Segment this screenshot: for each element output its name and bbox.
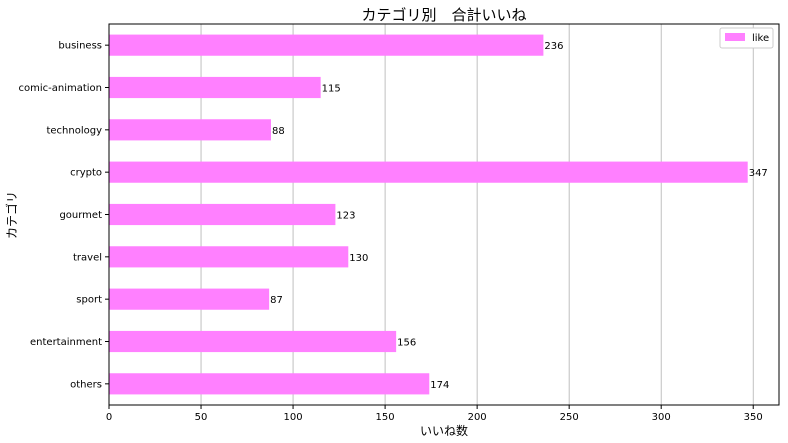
- y-axis-ticks: business comic-animation technology crypto g…: [18, 41, 109, 390]
- bar-crypto: [109, 161, 748, 183]
- y-tick-label-crypto: crypto: [70, 168, 102, 179]
- y-tick-label-business: business: [58, 41, 102, 52]
- bar-comic-animation: [109, 76, 321, 99]
- x-tick-label-2: 100: [284, 412, 303, 423]
- legend-swatch: [725, 33, 745, 41]
- data-label-crypto: 347: [749, 168, 768, 179]
- x-tick-label-5: 250: [560, 412, 579, 423]
- x-tick-label-3: 150: [376, 412, 395, 423]
- y-tick-label-entertainment: entertainment: [30, 337, 102, 348]
- data-labels: 236 115 88 347 123 130 87 156 174: [270, 41, 768, 391]
- legend: like: [719, 27, 774, 49]
- y-axis-label: カテゴリ: [4, 191, 19, 239]
- x-axis-ticks: 0 50 100 150 200 250 300 350: [106, 405, 763, 423]
- data-label-others: 174: [430, 380, 449, 391]
- data-label-technology: 88: [272, 126, 285, 137]
- y-tick-label-travel: travel: [73, 252, 102, 263]
- x-axis-label: いいね数: [420, 423, 468, 438]
- data-label-sport: 87: [270, 295, 283, 306]
- x-tick-label-0: 0: [106, 412, 112, 423]
- bar-others: [109, 373, 430, 395]
- data-label-travel: 130: [349, 253, 368, 264]
- y-tick-label-technology: technology: [46, 125, 102, 136]
- y-tick-label-gourmet: gourmet: [59, 210, 102, 221]
- bar-gourmet: [109, 203, 336, 226]
- data-label-business: 236: [544, 41, 563, 52]
- legend-label-like: like: [752, 33, 769, 44]
- bar-technology: [109, 119, 271, 141]
- bar-entertainment: [109, 330, 397, 353]
- x-tick-label-4: 200: [468, 412, 487, 423]
- bars: [109, 34, 748, 395]
- y-tick-label-comic-animation: comic-animation: [18, 83, 102, 94]
- bar-business: [109, 34, 544, 56]
- bar-travel: [109, 246, 349, 268]
- x-tick-label-1: 50: [195, 412, 208, 423]
- y-tick-label-others: others: [70, 379, 102, 390]
- data-label-entertainment: 156: [397, 338, 416, 349]
- x-tick-label-6: 300: [652, 412, 671, 423]
- data-label-gourmet: 123: [336, 211, 355, 222]
- data-label-comic-animation: 115: [322, 84, 341, 95]
- y-tick-label-sport: sport: [76, 295, 102, 306]
- chart-title: カテゴリ別 合計いいね: [361, 6, 526, 24]
- x-tick-label-7: 350: [744, 412, 763, 423]
- bar-sport: [109, 288, 270, 310]
